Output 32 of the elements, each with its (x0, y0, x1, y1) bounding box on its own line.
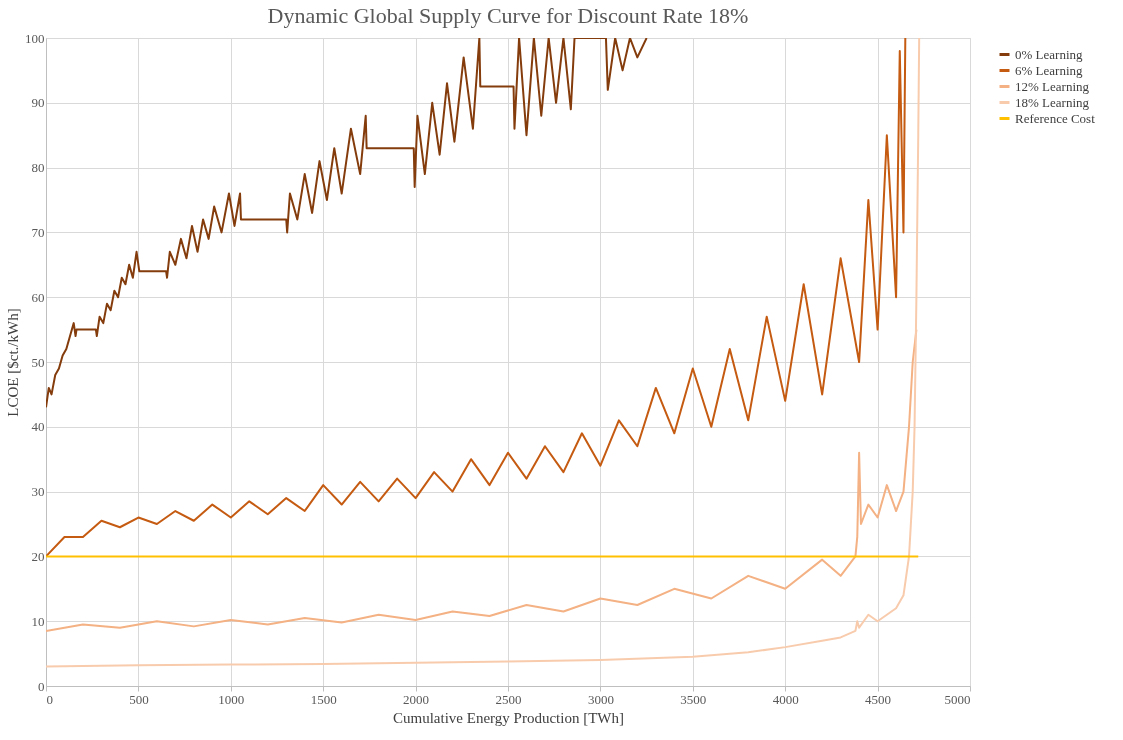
x-tick-label: 2500 (495, 691, 522, 707)
y-tick-label: 70 (31, 224, 45, 240)
y-tick-label: 10 (31, 613, 45, 629)
legend-label: 0% Learning (1015, 46, 1083, 62)
line-series (46, 38, 907, 558)
y-tick-label: 60 (31, 289, 45, 305)
x-tick-label: 4000 (772, 691, 799, 707)
y-tick-label: 80 (31, 160, 45, 176)
legend-label: 18% Learning (1015, 94, 1090, 110)
x-tick-label: 500 (129, 691, 149, 707)
x-tick-label: 5000 (944, 691, 971, 707)
y-axis-title: LCOE [$ct./kWh] (5, 308, 21, 417)
line-series (46, 38, 921, 668)
y-tick-label: 40 (31, 419, 45, 435)
chart-title: Dynamic Global Supply Curve for Discount Rate 18% (267, 3, 749, 28)
x-tick-label: 4500 (865, 691, 892, 707)
y-tick-label: 0 (38, 678, 45, 694)
x-axis-title: Cumulative Energy Production [TWh] (393, 709, 624, 726)
legend-label: 6% Learning (1015, 62, 1083, 78)
x-tick-label: 1000 (218, 691, 245, 707)
y-tick-label: 100 (25, 30, 45, 46)
y-tick-label: 20 (31, 548, 45, 564)
line-series (46, 38, 648, 409)
legend-label: 12% Learning (1015, 78, 1090, 94)
y-tick-label: 50 (31, 354, 45, 370)
y-tick-label: 90 (31, 95, 45, 111)
x-tick-label: 2000 (403, 691, 430, 707)
legend-label: Reference Cost (1015, 110, 1096, 126)
x-tick-label: 3000 (587, 691, 614, 707)
x-tick-label: 3500 (680, 691, 707, 707)
y-tick-label: 30 (31, 484, 45, 500)
x-tick-label: 1500 (310, 691, 337, 707)
